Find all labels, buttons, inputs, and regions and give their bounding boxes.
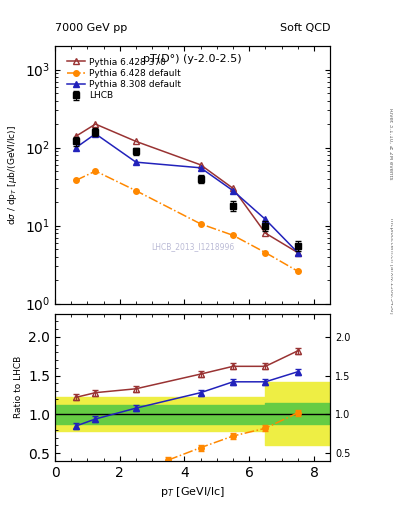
- Pythia 8.308 default: [198, 165, 203, 171]
- Pythia 8.308 default: [93, 131, 98, 137]
- Pythia 6.428 default: [93, 168, 98, 174]
- Pythia 8.308 default: [231, 187, 235, 194]
- Pythia 6.428 370: [296, 249, 300, 255]
- Pythia 6.428 370: [198, 162, 203, 168]
- Text: LHCB_2013_I1218996: LHCB_2013_I1218996: [151, 242, 234, 251]
- Line: Pythia 8.308 default: Pythia 8.308 default: [73, 131, 301, 256]
- Pythia 6.428 default: [231, 232, 235, 239]
- Line: Pythia 6.428 default: Pythia 6.428 default: [73, 168, 301, 274]
- Pythia 6.428 default: [296, 268, 300, 274]
- Pythia 6.428 370: [231, 185, 235, 191]
- Pythia 8.308 default: [134, 159, 138, 165]
- Pythia 8.308 default: [263, 216, 268, 222]
- Pythia 6.428 370: [134, 138, 138, 144]
- Pythia 6.428 default: [263, 249, 268, 255]
- Text: mcplots.cern.ch [arXiv:1306.3436]: mcplots.cern.ch [arXiv:1306.3436]: [389, 219, 393, 314]
- Pythia 6.428 default: [134, 187, 138, 194]
- Legend: Pythia 6.428 370, Pythia 6.428 default, Pythia 8.308 default, LHCB: Pythia 6.428 370, Pythia 6.428 default, …: [65, 56, 183, 102]
- Pythia 8.308 default: [296, 249, 300, 255]
- Text: 7000 GeV pp: 7000 GeV pp: [55, 23, 127, 33]
- Pythia 6.428 default: [74, 177, 79, 183]
- Pythia 8.308 default: [74, 144, 79, 151]
- Pythia 6.428 default: [198, 221, 203, 227]
- Line: Pythia 6.428 370: Pythia 6.428 370: [73, 121, 301, 256]
- Text: Rivet 3.1.10, ≥ 2M events: Rivet 3.1.10, ≥ 2M events: [389, 108, 393, 179]
- Y-axis label: d$\sigma$ / dp$_T$ [$\mu$b/(GeVI/lc)]: d$\sigma$ / dp$_T$ [$\mu$b/(GeVI/lc)]: [6, 125, 19, 225]
- X-axis label: p$_T$ [GeVI/lc]: p$_T$ [GeVI/lc]: [160, 485, 225, 499]
- Y-axis label: Ratio to LHCB: Ratio to LHCB: [14, 356, 23, 418]
- Text: Soft QCD: Soft QCD: [280, 23, 330, 33]
- Pythia 6.428 370: [263, 230, 268, 236]
- Text: pT(D°) (y-2.0-2.5): pT(D°) (y-2.0-2.5): [143, 54, 242, 64]
- Pythia 6.428 370: [93, 121, 98, 127]
- Pythia 6.428 370: [74, 133, 79, 139]
